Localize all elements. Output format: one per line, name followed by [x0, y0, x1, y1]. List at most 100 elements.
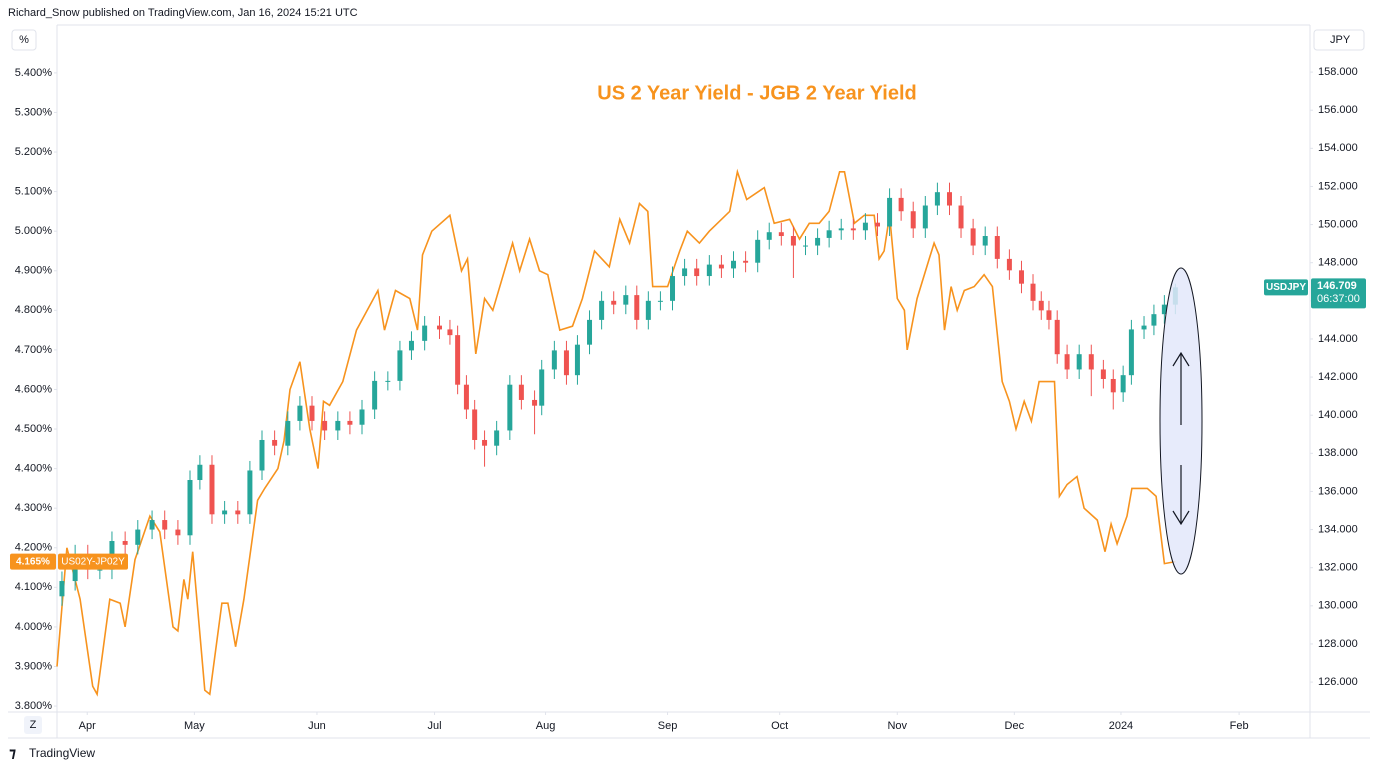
candle-body — [149, 520, 155, 530]
y2-tick-label: 154.000 — [1318, 142, 1358, 154]
candle-body — [532, 399, 538, 406]
candle-body — [657, 300, 663, 302]
series-name-tag — [58, 553, 128, 570]
zoom-button[interactable] — [24, 716, 42, 734]
x-tick-label: Oct — [771, 720, 788, 732]
candle-body — [1030, 283, 1036, 301]
candle-body — [309, 405, 315, 421]
y2-tick-label: 130.000 — [1318, 600, 1358, 612]
y2-tick-label: 144.000 — [1318, 333, 1358, 345]
candle-body — [347, 420, 353, 425]
attribution: Richard_Snow published on TradingView.co… — [8, 7, 358, 19]
y2-tick-label: 140.000 — [1318, 409, 1358, 421]
y-tick-label: 5.000% — [15, 225, 53, 237]
candle-body — [815, 237, 821, 246]
left-scale-button[interactable] — [11, 29, 37, 51]
y-tick-label: 4.600% — [15, 383, 53, 395]
candle-body — [297, 405, 303, 421]
candle-body — [778, 232, 784, 237]
candle-body — [982, 236, 988, 246]
candle-body — [587, 319, 593, 345]
series-name: USDJPY — [1266, 282, 1306, 293]
y2-tick-label: 156.000 — [1318, 104, 1358, 116]
candle-body — [247, 470, 253, 515]
candle-body — [1054, 319, 1060, 355]
candle-body — [910, 211, 916, 229]
plot: 3.800% 3.900% 4.000% 4.100% 4.200% 4.300% 4.40… — [15, 66, 1358, 732]
y2-tick-label: 148.000 — [1318, 257, 1358, 269]
candle-body — [122, 541, 128, 545]
y-tick-label: 5.200% — [15, 146, 53, 158]
y-tick-label: 4.000% — [15, 621, 53, 633]
x-tick-label: Aug — [536, 720, 556, 732]
zoom-button-label: Z — [30, 719, 37, 731]
right-axis-label: JPY — [1330, 34, 1351, 46]
candle-body — [1141, 325, 1147, 330]
candle-body — [838, 228, 844, 231]
y2-tick-label: 136.000 — [1318, 485, 1358, 497]
candle-body — [222, 510, 228, 515]
y-tick-label: 4.400% — [15, 463, 53, 475]
candle-body — [1064, 354, 1070, 370]
candle-body — [766, 232, 772, 240]
candle-body — [623, 295, 629, 305]
y2-tick-label: 142.000 — [1318, 371, 1358, 383]
y-tick-label: 4.500% — [15, 423, 53, 435]
y-tick-label: 3.900% — [15, 660, 53, 672]
candle-body — [372, 380, 378, 410]
candle-body — [934, 192, 940, 206]
candle-body — [507, 384, 513, 431]
y-tick-label: 4.700% — [15, 344, 53, 356]
candle-body — [1006, 258, 1012, 271]
chart-title: US 2 Year Yield - JGB 2 Year Yield — [597, 82, 916, 104]
candle-body — [1046, 310, 1052, 320]
y-tick-label: 5.300% — [15, 106, 53, 118]
y2-tick-label: 150.000 — [1318, 218, 1358, 230]
candle-body — [922, 205, 928, 229]
candle-body — [272, 439, 278, 446]
candle-body — [946, 192, 952, 206]
right-scale-button[interactable] — [1313, 29, 1365, 51]
candle-body — [611, 300, 617, 305]
plot-frame — [8, 24, 1370, 739]
y-tick-label: 4.200% — [15, 542, 53, 554]
candle-body — [551, 350, 557, 370]
x-tick-label: Jun — [308, 720, 326, 732]
x-tick-label: Nov — [887, 720, 907, 732]
candle-body — [1038, 300, 1044, 311]
candle-body — [563, 350, 569, 376]
candle-body — [285, 420, 291, 446]
candle-body — [482, 439, 488, 446]
candle-body — [599, 300, 605, 320]
up-arrow-head — [1172, 351, 1190, 367]
candle-body — [455, 335, 461, 385]
candle-body — [826, 230, 832, 238]
x-tick-label: 2024 — [1109, 720, 1133, 732]
candle-body — [187, 480, 193, 536]
candle-body — [422, 325, 428, 341]
x-tick-label: Jul — [428, 720, 442, 732]
candle-body — [447, 329, 453, 336]
candle-body — [645, 300, 651, 320]
y2-tick-label: 128.000 — [1318, 638, 1358, 650]
y-tick-label: 4.900% — [15, 265, 53, 277]
countdown-label: 06:37:00 — [1317, 293, 1360, 305]
candle-body — [790, 236, 796, 246]
candle-body — [1128, 329, 1134, 376]
candle-body — [755, 239, 761, 263]
candle-body — [518, 384, 524, 400]
candle-body — [175, 529, 181, 536]
candle-body — [706, 264, 712, 277]
candle-body — [209, 464, 215, 515]
candle-body — [385, 380, 391, 382]
y-tick-label: 4.800% — [15, 304, 53, 316]
candle-body — [1088, 354, 1094, 370]
candle-body — [259, 439, 265, 471]
spread-line — [56, 168, 1176, 697]
last-value-label: 4.165% — [16, 556, 50, 567]
x-tick-label: May — [184, 720, 205, 732]
candle-body — [162, 520, 168, 530]
